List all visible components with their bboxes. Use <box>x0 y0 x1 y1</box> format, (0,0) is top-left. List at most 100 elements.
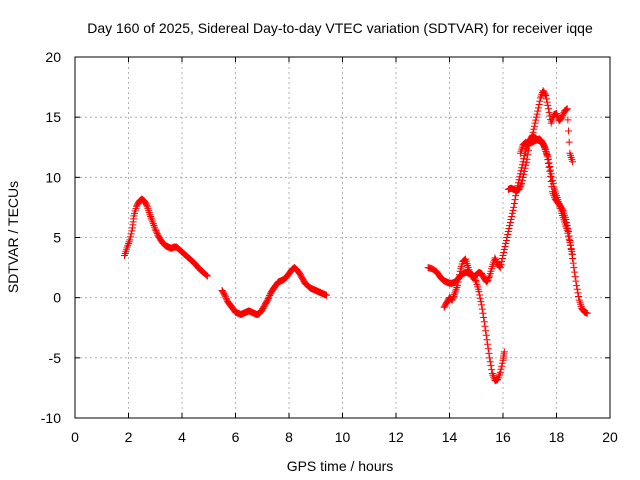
data-point <box>482 327 490 335</box>
data-point <box>125 240 132 248</box>
data-point <box>519 158 527 166</box>
data-point <box>492 257 500 265</box>
data-point <box>127 233 135 241</box>
data-point <box>544 101 552 109</box>
data-point <box>529 128 537 136</box>
data-point <box>516 184 524 192</box>
data-point <box>147 214 155 222</box>
data-point <box>479 309 487 317</box>
data-point <box>455 274 463 282</box>
data-point <box>574 289 582 297</box>
data-point <box>202 271 210 279</box>
data-point <box>488 366 496 374</box>
data-point <box>533 110 541 118</box>
data-point <box>483 336 491 344</box>
data-point <box>539 140 547 148</box>
data-point <box>520 155 528 163</box>
data-point <box>452 285 460 293</box>
data-point <box>489 371 497 379</box>
data-point <box>147 212 155 220</box>
data-point <box>475 288 483 296</box>
data-point <box>152 227 160 235</box>
data-point <box>449 294 457 302</box>
data-point <box>123 243 131 251</box>
x-tick-label: 14 <box>442 429 458 445</box>
data-point <box>454 278 462 286</box>
data-point <box>502 237 510 245</box>
data-point <box>565 227 573 235</box>
data-point <box>515 185 523 193</box>
data-point <box>536 94 544 102</box>
data-point <box>565 232 573 240</box>
y-tick-label: -10 <box>41 410 61 426</box>
data-point <box>569 158 577 166</box>
data-point <box>506 218 514 226</box>
x-axis-label: GPS time / hours <box>287 458 394 474</box>
data-point <box>264 296 272 304</box>
data-point <box>567 241 575 249</box>
data-point <box>452 287 460 295</box>
data-point <box>545 108 553 116</box>
data-point <box>453 283 461 291</box>
x-tick-label: 16 <box>495 429 511 445</box>
data-point <box>494 374 502 382</box>
data-point <box>559 110 567 118</box>
data-point <box>563 105 571 113</box>
data-point <box>532 116 540 124</box>
data-point <box>503 234 511 241</box>
data-point <box>549 190 557 198</box>
x-tick-label: 18 <box>549 429 565 445</box>
data-point <box>538 139 546 147</box>
y-tick-label: 20 <box>45 49 61 65</box>
data-point <box>536 97 544 105</box>
data-point <box>149 218 157 226</box>
data-point <box>461 256 469 264</box>
data-point <box>476 294 484 302</box>
y-tick-label: -5 <box>49 350 62 366</box>
grid <box>75 57 610 418</box>
data-point <box>575 292 583 300</box>
data-point <box>496 368 504 376</box>
y-tick-label: 0 <box>53 290 61 306</box>
data-point <box>516 173 524 181</box>
data-point <box>498 255 506 263</box>
x-tick-label: 6 <box>232 429 240 445</box>
data-point <box>500 246 508 254</box>
data-point <box>563 218 571 226</box>
data-point <box>480 318 488 326</box>
data-point <box>545 163 553 171</box>
data-point <box>203 272 211 280</box>
data-point <box>573 282 581 290</box>
axis-ticks: 0 2 4 6 8 10 12 14 16 18 20 -10 -5 0 5 10 15 20 <box>41 49 618 445</box>
data-point <box>486 354 494 362</box>
data-point <box>562 215 570 223</box>
data-point <box>567 246 575 254</box>
data-point <box>573 285 581 293</box>
data-point <box>544 156 552 164</box>
data-point <box>565 138 573 146</box>
data-point <box>541 90 549 98</box>
data-point <box>505 224 513 232</box>
data-point <box>530 125 538 133</box>
data-point <box>563 105 571 113</box>
data-point <box>507 215 515 223</box>
data-point <box>520 170 528 178</box>
data-point <box>531 119 539 127</box>
data-point <box>153 228 161 236</box>
data-point <box>478 301 486 309</box>
data-point <box>542 95 550 103</box>
data-point <box>478 305 486 313</box>
data-point <box>148 216 156 224</box>
data-point <box>547 178 555 186</box>
data-point <box>456 271 464 279</box>
data-point <box>548 176 556 184</box>
data-point <box>521 164 529 172</box>
data-point <box>544 105 552 113</box>
data-point <box>484 340 492 348</box>
data-point <box>143 201 151 209</box>
data-point <box>480 314 488 322</box>
data-point <box>558 113 566 121</box>
data-point <box>518 161 526 169</box>
x-tick-label: 8 <box>285 429 293 445</box>
